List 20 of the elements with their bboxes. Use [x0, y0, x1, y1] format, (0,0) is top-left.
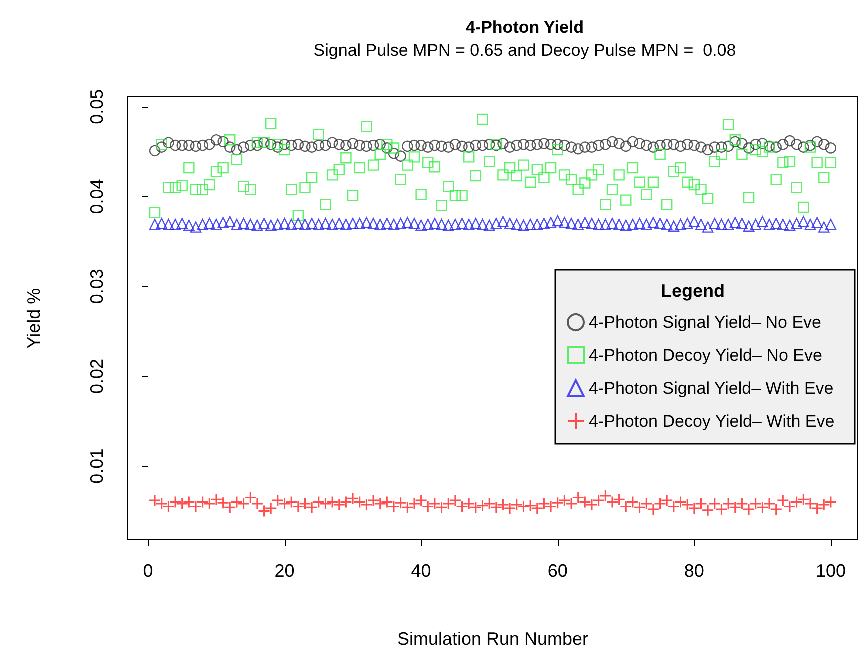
legend-label: 4-Photon Decoy Yield– No Eve — [589, 346, 822, 365]
x-tick-label: 100 — [816, 561, 846, 581]
legend-label: 4-Photon Decoy Yield– With Eve — [589, 412, 835, 431]
x-tick-label: 60 — [548, 561, 568, 581]
y-tick-label: 0.04 — [87, 179, 107, 214]
x-tick-label: 20 — [274, 561, 295, 581]
x-tick-label: 40 — [411, 561, 432, 581]
y-tick-label: 0.05 — [87, 89, 107, 124]
y-tick-label: 0.03 — [87, 269, 107, 304]
x-tick-label: 0 — [143, 561, 154, 581]
y-axis-title: Yield % — [24, 288, 44, 349]
x-axis-title: Simulation Run Number — [397, 629, 589, 649]
y-tick-label: 0.01 — [87, 448, 107, 484]
legend-label: 4-Photon Signal Yield– With Eve — [589, 379, 834, 398]
y-tick-label: 0.02 — [87, 358, 107, 394]
legend-label: 4-Photon Signal Yield– No Eve — [589, 313, 822, 332]
chart-title: 4-Photon Yield — [466, 18, 584, 37]
legend-title: Legend — [661, 281, 726, 301]
chart-subtitle: Signal Pulse MPN = 0.65 and Decoy Pulse MPN = 0.08 — [314, 41, 736, 60]
x-tick-label: 80 — [684, 561, 704, 581]
